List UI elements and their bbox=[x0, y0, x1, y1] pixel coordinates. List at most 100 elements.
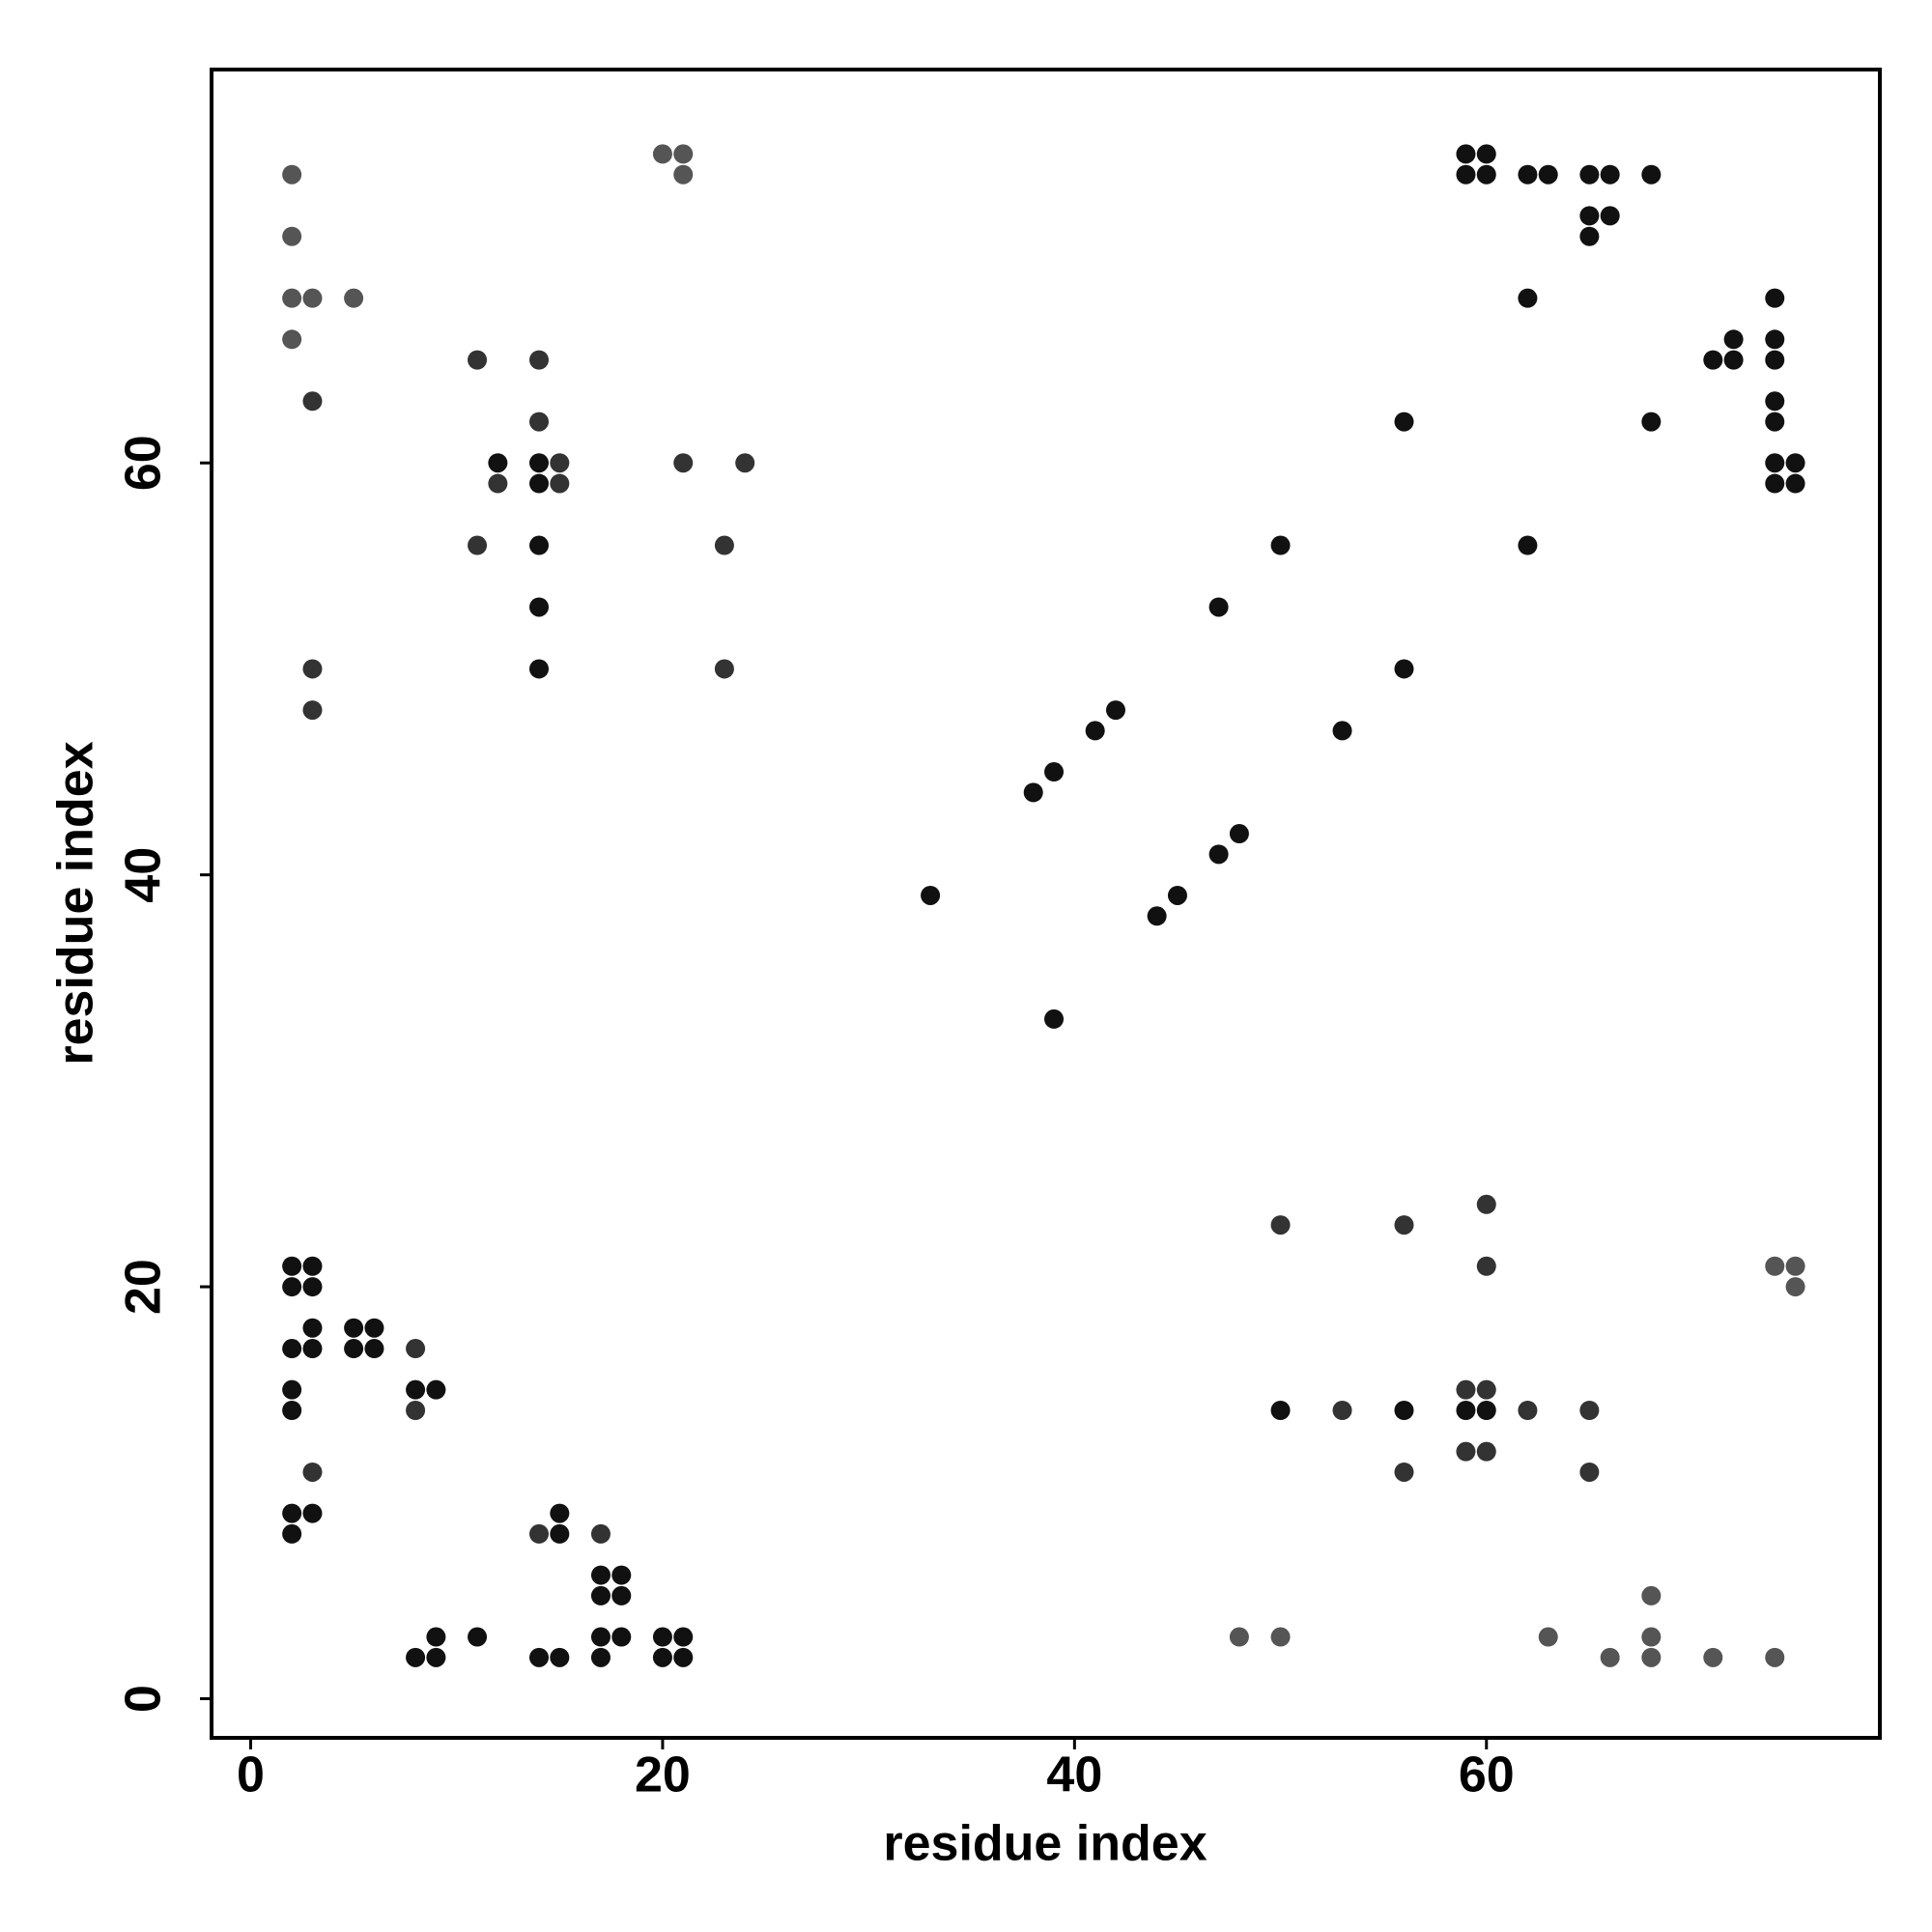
point bbox=[1229, 824, 1249, 844]
point bbox=[1476, 1441, 1496, 1462]
point bbox=[673, 1647, 694, 1667]
point bbox=[529, 350, 550, 370]
point bbox=[652, 1647, 672, 1667]
point bbox=[468, 535, 488, 555]
x-axis-title: residue index bbox=[883, 1816, 1207, 1872]
point bbox=[1538, 164, 1558, 185]
point bbox=[1703, 350, 1723, 370]
x-tick-label: 20 bbox=[635, 1747, 691, 1804]
point bbox=[344, 288, 364, 308]
point bbox=[1641, 412, 1662, 432]
y-axis-title: residue index bbox=[48, 741, 104, 1065]
point bbox=[302, 1318, 323, 1338]
point bbox=[282, 288, 302, 308]
point bbox=[1785, 1256, 1805, 1276]
point bbox=[1332, 1400, 1352, 1420]
point bbox=[1765, 288, 1785, 308]
point bbox=[406, 1647, 426, 1667]
point bbox=[714, 535, 734, 555]
point bbox=[529, 453, 550, 473]
point bbox=[590, 1523, 611, 1544]
point bbox=[468, 1627, 488, 1647]
point bbox=[1208, 597, 1229, 617]
point bbox=[1765, 412, 1785, 432]
point bbox=[1518, 288, 1538, 308]
point bbox=[426, 1627, 446, 1647]
point bbox=[302, 659, 323, 679]
point bbox=[282, 1277, 302, 1297]
point bbox=[1518, 164, 1538, 185]
point bbox=[590, 1565, 611, 1585]
point bbox=[529, 1647, 550, 1667]
point bbox=[1456, 1400, 1476, 1420]
point bbox=[550, 1647, 570, 1667]
point bbox=[611, 1565, 632, 1585]
point bbox=[282, 1339, 302, 1359]
point bbox=[1600, 206, 1620, 226]
y-tick-label: 40 bbox=[116, 847, 172, 903]
point bbox=[364, 1318, 384, 1338]
point bbox=[282, 1379, 302, 1400]
point bbox=[1147, 906, 1167, 926]
point bbox=[611, 1627, 632, 1647]
point bbox=[529, 597, 550, 617]
point bbox=[1229, 1627, 1249, 1647]
point bbox=[1579, 1400, 1600, 1420]
point bbox=[1270, 535, 1291, 555]
point bbox=[673, 164, 694, 185]
point bbox=[652, 1627, 672, 1647]
point bbox=[406, 1339, 426, 1359]
point bbox=[1765, 453, 1785, 473]
point bbox=[652, 144, 672, 164]
point bbox=[1641, 164, 1662, 185]
point bbox=[1105, 700, 1125, 721]
point bbox=[468, 350, 488, 370]
point bbox=[1518, 535, 1538, 555]
point bbox=[302, 391, 323, 412]
point bbox=[1641, 1585, 1662, 1605]
point bbox=[282, 1256, 302, 1276]
point bbox=[1723, 329, 1744, 350]
point bbox=[1518, 1400, 1538, 1420]
point bbox=[673, 144, 694, 164]
point bbox=[1394, 1462, 1414, 1482]
point bbox=[302, 288, 323, 308]
point bbox=[364, 1339, 384, 1359]
y-tick-label: 60 bbox=[116, 435, 172, 491]
point bbox=[426, 1379, 446, 1400]
point bbox=[1476, 144, 1496, 164]
point bbox=[1023, 782, 1043, 803]
point bbox=[344, 1318, 364, 1338]
point bbox=[1641, 1627, 1662, 1647]
point bbox=[529, 659, 550, 679]
point bbox=[550, 1523, 570, 1544]
point bbox=[1600, 164, 1620, 185]
point bbox=[1579, 164, 1600, 185]
point bbox=[1476, 1400, 1496, 1420]
point bbox=[529, 412, 550, 432]
point bbox=[426, 1647, 446, 1667]
y-tick-label: 0 bbox=[116, 1685, 172, 1713]
point bbox=[302, 1256, 323, 1276]
point bbox=[282, 1400, 302, 1420]
point bbox=[282, 226, 302, 246]
point bbox=[550, 1503, 570, 1523]
point bbox=[1765, 1256, 1785, 1276]
point bbox=[1579, 226, 1600, 246]
point bbox=[1476, 1379, 1496, 1400]
point bbox=[1394, 1215, 1414, 1236]
point bbox=[1476, 164, 1496, 185]
point bbox=[302, 700, 323, 721]
point bbox=[1270, 1215, 1291, 1236]
point bbox=[1765, 1647, 1785, 1667]
point bbox=[1270, 1400, 1291, 1420]
point bbox=[550, 473, 570, 494]
point bbox=[282, 1503, 302, 1523]
point bbox=[1332, 721, 1352, 741]
plot-frame bbox=[210, 68, 1882, 1740]
point bbox=[529, 535, 550, 555]
point bbox=[1044, 1009, 1065, 1029]
point bbox=[735, 453, 755, 473]
